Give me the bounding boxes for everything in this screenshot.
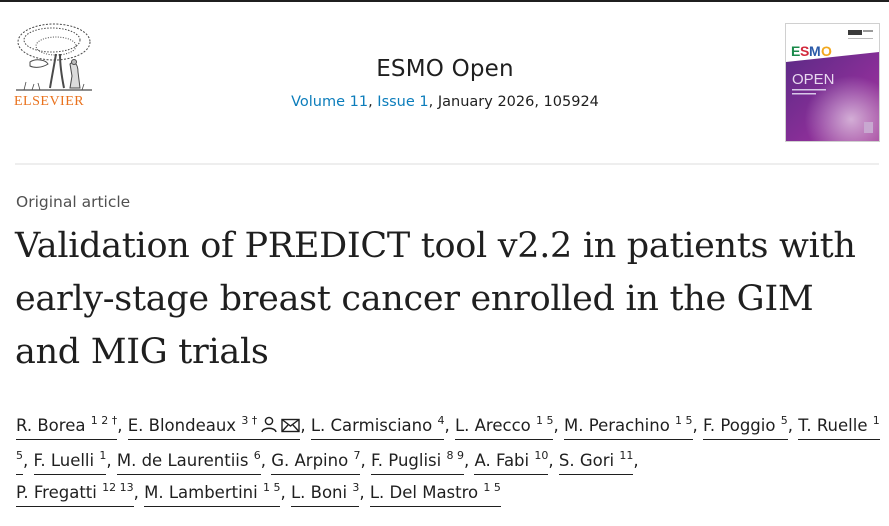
- author-name: M. Lambertini: [144, 483, 258, 502]
- author-affiliation: 1 5: [262, 481, 281, 494]
- author-link[interactable]: F. Luelli 1: [33, 448, 107, 475]
- person-icon: [260, 412, 278, 445]
- envelope-icon: [281, 412, 301, 445]
- author-affiliation: 8 9: [446, 448, 464, 462]
- author-name: M. de Laurentiis: [116, 450, 249, 470]
- comma: ,: [553, 416, 564, 435]
- author-name: S. Gori: [558, 450, 615, 470]
- author-link[interactable]: P. Fregatti 12 13: [16, 481, 134, 507]
- author-name: F. Puglisi: [370, 450, 442, 470]
- comma: ,: [260, 450, 272, 470]
- author-name: M. Perachino: [563, 416, 670, 435]
- author-link[interactable]: L. Del Mastro 1 5: [369, 481, 501, 507]
- comma: ,: [133, 483, 145, 502]
- comma: ,: [787, 416, 799, 435]
- comma: ,: [633, 450, 639, 470]
- journal-header: ESMO Open Volume 11, Issue 1, January 20…: [270, 56, 620, 110]
- author-affiliation: 3: [352, 481, 360, 494]
- author-name: T. Ruelle: [798, 416, 868, 435]
- author-link[interactable]: M. Perachino 1 5: [563, 414, 693, 440]
- author-affiliation: 3 †: [241, 414, 258, 427]
- author-name: L. Del Mastro: [369, 483, 479, 502]
- comma: ,: [463, 450, 475, 470]
- author-affiliation: 7: [353, 448, 361, 462]
- author-affiliation: 1 2 †: [90, 414, 118, 427]
- author-affiliation: 6: [253, 448, 261, 462]
- author-affiliation: 1 5: [16, 414, 880, 462]
- author-affiliation: 1 5: [535, 414, 554, 427]
- header-divider: [15, 163, 879, 165]
- author-name: F. Poggio: [703, 416, 776, 435]
- author-link[interactable]: S. Gori 11: [558, 448, 634, 475]
- author-link[interactable]: M. de Laurentiis 6: [116, 448, 261, 475]
- author-link[interactable]: L. Boni 3: [290, 481, 360, 507]
- comma: ,: [117, 416, 128, 435]
- author-name: L. Arecco: [454, 416, 531, 435]
- author-affiliation: 12 13: [102, 481, 134, 494]
- journal-citation: Volume 11, Issue 1, January 2026, 105924: [270, 94, 620, 110]
- author-link[interactable]: F. Poggio 5: [703, 414, 788, 440]
- author-link[interactable]: F. Puglisi 8 9: [370, 448, 464, 475]
- author-affiliation: 1 5: [675, 414, 693, 427]
- comma: ,: [444, 416, 455, 435]
- issue-date-and-article-number: , January 2026, 105924: [428, 94, 599, 110]
- svg-text:S: S: [800, 43, 809, 59]
- elsevier-tree-icon: [16, 23, 92, 91]
- author-name: E. Blondeaux: [127, 416, 237, 435]
- author-link[interactable]: L. Carmisciano 4: [310, 414, 445, 440]
- comma: ,: [359, 483, 370, 502]
- author-affiliation: 5: [780, 414, 788, 427]
- author-link[interactable]: A. Fabi 10: [474, 448, 549, 475]
- journal-cover-art: E S M O OPEN: [786, 24, 879, 141]
- author-name: A. Fabi: [474, 450, 530, 470]
- svg-text:E: E: [791, 43, 800, 59]
- author-name: G. Arpino: [271, 450, 349, 470]
- author-name: R. Borea: [16, 416, 86, 435]
- volume-link[interactable]: Volume 11: [291, 94, 369, 110]
- svg-text:M: M: [809, 43, 821, 59]
- comma: ,: [23, 450, 34, 470]
- comma: ,: [280, 483, 291, 502]
- comma: ,: [300, 416, 311, 435]
- author-link[interactable]: L. Arecco 1 5: [454, 414, 554, 440]
- author-name: L. Boni: [290, 483, 348, 502]
- author-link[interactable]: E. Blondeaux 3 †: [127, 414, 301, 440]
- author-affiliation: 11: [619, 448, 634, 462]
- author-name: L. Carmisciano: [310, 416, 433, 435]
- author-affiliation: 1 5: [483, 481, 501, 494]
- author-list: R. Borea 1 2 †, E. Blondeaux 3 †, L. Car…: [16, 410, 881, 510]
- elsevier-logo-link[interactable]: [12, 20, 96, 112]
- journal-title-link[interactable]: ESMO Open: [376, 56, 514, 82]
- comma: ,: [106, 450, 117, 470]
- author-link[interactable]: G. Arpino 7: [271, 448, 361, 475]
- author-affiliation: 10: [534, 448, 549, 462]
- journal-cover-image[interactable]: E S M O OPEN: [785, 23, 880, 142]
- author-link[interactable]: M. Lambertini 1 5: [144, 481, 281, 507]
- author-link[interactable]: T. Ruelle 1 5: [16, 414, 880, 475]
- top-border: [0, 0, 889, 2]
- author-affiliation: 4: [437, 414, 445, 427]
- comma: ,: [548, 450, 559, 470]
- publisher-name: ELSEVIER: [14, 94, 85, 109]
- article-title: Validation of PREDICT tool v2.2 in patie…: [15, 226, 856, 372]
- author-affiliation: 1: [99, 448, 107, 462]
- issue-link[interactable]: Issue 1: [377, 94, 429, 110]
- author-link[interactable]: R. Borea 1 2 †: [16, 414, 118, 440]
- comma: ,: [692, 416, 704, 435]
- author-name: P. Fregatti: [16, 483, 97, 502]
- svg-text:OPEN: OPEN: [792, 71, 835, 88]
- article-type-label: Original article: [16, 193, 131, 211]
- author-name: F. Luelli: [33, 450, 95, 470]
- comma: ,: [360, 450, 371, 470]
- svg-text:O: O: [821, 43, 832, 59]
- comma: ,: [368, 94, 378, 110]
